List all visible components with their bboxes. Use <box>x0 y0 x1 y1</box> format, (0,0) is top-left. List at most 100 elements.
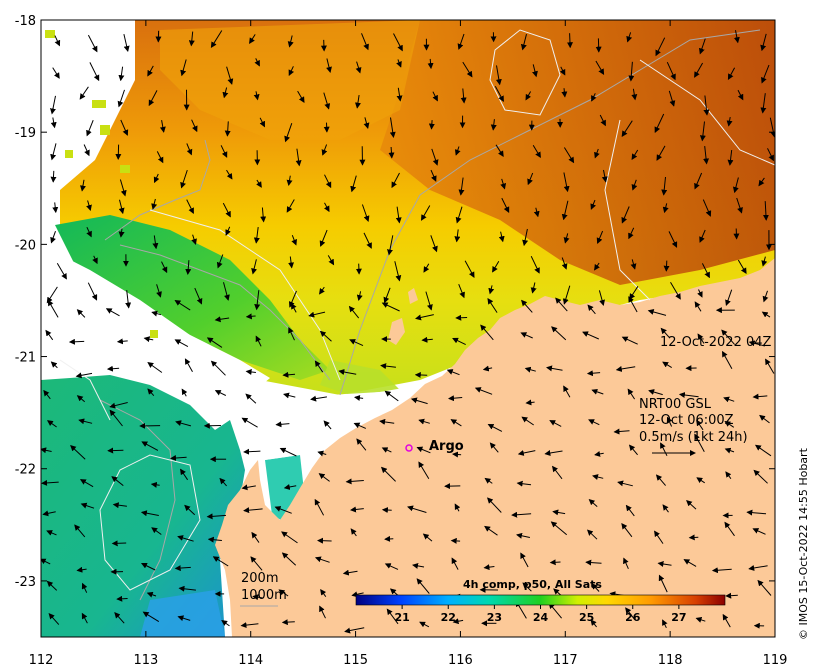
current-arrow <box>530 282 537 294</box>
argo-marker[interactable] <box>405 444 413 452</box>
current-arrow <box>391 172 400 189</box>
argo-label[interactable]: Argo <box>429 439 464 454</box>
current-arrow <box>752 528 766 535</box>
current-arrow <box>422 533 433 542</box>
colorbar-tick-label: 26 <box>625 611 641 624</box>
current-arrow <box>56 263 67 280</box>
current-arrow <box>418 461 430 480</box>
colorbar-ticks: 21 22 23 24 25 26 27 <box>394 605 687 624</box>
current-arrow <box>363 232 372 249</box>
current-arrow <box>737 259 747 275</box>
current-arrow <box>180 468 189 481</box>
current-arrow <box>287 35 294 48</box>
current-arrow <box>50 231 56 244</box>
current-arrow <box>41 479 59 486</box>
current-arrow <box>221 620 230 627</box>
current-arrow <box>663 260 670 272</box>
current-arrow <box>150 481 160 488</box>
current-arrow <box>219 477 227 487</box>
current-arrow <box>703 146 710 165</box>
current-arrow <box>522 582 532 592</box>
current-arrow <box>737 89 744 101</box>
current-arrow <box>591 93 597 102</box>
current-arrow <box>170 455 187 462</box>
map-frame <box>40 19 776 638</box>
current-arrow <box>140 510 159 517</box>
current-arrow <box>188 31 195 47</box>
current-arrow <box>241 484 256 491</box>
current-arrow <box>116 595 128 602</box>
current-arrow <box>416 446 431 454</box>
current-arrow <box>323 92 331 110</box>
current-arrow <box>245 393 257 404</box>
current-arrow <box>356 438 367 451</box>
lon-tick-label: 119 <box>763 653 788 668</box>
current-arrow <box>288 256 295 269</box>
current-arrow <box>295 148 302 167</box>
current-arrow <box>151 527 162 535</box>
current-arrow <box>566 33 573 49</box>
current-arrow <box>657 561 672 567</box>
current-arrow <box>278 589 289 597</box>
current-arrow <box>490 119 497 131</box>
current-arrow <box>727 67 736 80</box>
current-arrow <box>50 117 57 129</box>
colorbar-tick-label: 27 <box>671 611 686 624</box>
current-arrow <box>694 433 705 452</box>
copyright-credit: © IMOS 15-Oct-2022 14:55 Hobart <box>797 448 810 640</box>
current-arrow <box>153 173 160 184</box>
current-arrow <box>699 121 706 142</box>
current-arrow <box>79 86 89 100</box>
current-arrow <box>487 297 498 313</box>
current-arrow <box>106 365 120 372</box>
current-arrow <box>74 524 86 538</box>
current-arrow <box>350 506 364 513</box>
current-arrow <box>430 169 437 182</box>
current-arrow <box>495 65 502 86</box>
current-arrow <box>446 369 460 376</box>
current-arrow <box>245 369 256 375</box>
current-arrow <box>591 388 604 395</box>
current-arrow <box>760 93 767 114</box>
current-arrow <box>725 471 732 479</box>
current-arrow <box>395 206 402 224</box>
current-arrow <box>259 117 265 128</box>
current-arrow <box>661 176 668 196</box>
current-arrow <box>252 594 263 601</box>
current-arrow <box>748 565 768 571</box>
lat-tick-label: -20 <box>15 238 36 253</box>
colorbar-tick-label: 21 <box>394 611 409 624</box>
current-arrow <box>761 256 768 267</box>
lat-tick-label: -23 <box>15 575 36 590</box>
current-arrow <box>532 64 538 78</box>
contour-1000m <box>99 29 761 601</box>
current-arrow <box>181 388 188 397</box>
current-arrow <box>186 199 194 214</box>
colorbar-tick-label: 25 <box>579 611 594 624</box>
current-arrow <box>532 144 541 159</box>
current-arrow <box>159 120 166 133</box>
current-arrow <box>75 372 93 379</box>
current-arrow <box>384 535 394 542</box>
current-arrow <box>711 567 732 574</box>
contour-1000m-label: 1000m <box>241 588 287 603</box>
current-arrow <box>648 389 663 396</box>
current-arrow <box>631 88 638 101</box>
current-arrow <box>314 556 330 563</box>
current-arrow <box>660 327 671 339</box>
current-arrow <box>630 259 637 270</box>
current-arrow <box>587 304 596 315</box>
current-arrow <box>245 313 256 320</box>
current-arrow <box>489 442 499 453</box>
current-arrow <box>694 301 702 312</box>
current-arrow <box>765 358 775 374</box>
current-arrow <box>89 62 100 82</box>
current-arrow <box>448 395 463 402</box>
current-arrow <box>389 117 396 138</box>
coastal-speckle <box>45 30 158 338</box>
current-arrow <box>320 588 327 597</box>
current-arrow <box>586 529 598 540</box>
current-arrow <box>432 91 438 102</box>
current-arrow <box>474 387 493 395</box>
current-arrow <box>323 202 330 213</box>
